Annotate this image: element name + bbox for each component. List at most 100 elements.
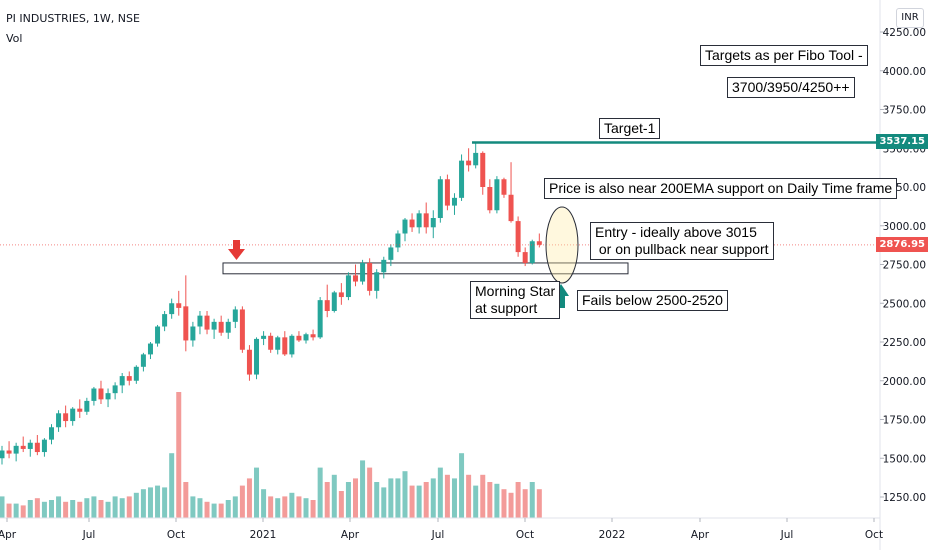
- candle-body: [522, 252, 528, 263]
- candle-body: [155, 326, 161, 344]
- time-tick-label: Oct: [865, 529, 883, 541]
- candle-body: [374, 272, 380, 291]
- volume-bar: [289, 492, 295, 518]
- candle-body: [480, 152, 486, 187]
- up-arrow-shaft: [557, 296, 565, 308]
- volume-bar: [20, 505, 26, 518]
- price-axis[interactable]: 1250.00 1500.00 1750.00 2000.00 2250.00 2500.…: [879, 0, 926, 550]
- price-tick-label: 2500.00: [883, 298, 926, 310]
- volume-bar: [338, 491, 344, 518]
- candle-body: [211, 321, 217, 330]
- candle-body: [395, 233, 401, 248]
- targets-fibo-note: Targets as per Fibo Tool -: [700, 45, 868, 66]
- candle-body: [444, 179, 450, 206]
- time-axis[interactable]: Apr Jul Oct 2021 Apr Jul Oct 2022 Apr Jul Oct: [0, 517, 883, 541]
- time-tick-label: Oct: [167, 529, 185, 541]
- volume-bar: [275, 498, 281, 518]
- volume-bar: [98, 500, 104, 518]
- candle-body: [197, 315, 203, 327]
- volume-label: Vol: [6, 32, 23, 45]
- time-tick-label: Jul: [431, 529, 445, 541]
- volume-bar: [56, 496, 62, 518]
- price-tick-label: 4250.00: [883, 27, 926, 39]
- candle-body: [529, 241, 535, 263]
- volume-bar: [501, 489, 507, 518]
- volume-bar: [310, 500, 316, 518]
- volume-bar: [353, 478, 358, 518]
- volume-bar: [317, 467, 323, 518]
- candle-body: [331, 292, 337, 311]
- volume-bar: [225, 500, 231, 518]
- volume-bar: [162, 487, 168, 518]
- ema-support-note: Price is also near 200EMA support on Dai…: [544, 178, 898, 199]
- candle-body: [84, 400, 90, 412]
- candlesticks: [0, 142, 542, 465]
- candle-body: [48, 427, 54, 440]
- volume-bar: [331, 474, 337, 518]
- chart-overlays: [0, 141, 880, 308]
- candle-body: [254, 338, 260, 375]
- down-arrow-head: [228, 249, 245, 260]
- support-zone-rect: [222, 262, 629, 275]
- volume-bar: [239, 485, 245, 518]
- candle-body: [466, 160, 472, 166]
- candle-body: [112, 385, 118, 394]
- volume-bar: [360, 460, 366, 518]
- candle-body: [430, 218, 436, 228]
- volume-bar: [27, 500, 33, 518]
- volume-bar: [63, 501, 69, 518]
- volume-bar: [91, 496, 97, 518]
- volume-bar: [444, 474, 450, 518]
- volume-bar: [126, 496, 132, 518]
- volume-bar: [423, 482, 429, 518]
- down-arrow-shaft: [233, 240, 240, 249]
- candle-body: [70, 408, 76, 422]
- entry-note: Entry - ideally above 3015 or on pullbac…: [590, 222, 774, 260]
- candle-body: [98, 388, 104, 400]
- volume-bar: [204, 501, 210, 518]
- price-tick-label: 4000.00: [883, 66, 926, 78]
- candle-body: [204, 315, 210, 330]
- candle-body: [324, 300, 330, 311]
- price-tick-label: 2750.00: [883, 260, 926, 272]
- volume-bar: [282, 496, 288, 518]
- morning-star-line-1: Morning Star: [475, 283, 556, 299]
- volume-bar: [522, 489, 528, 518]
- candle-body: [41, 439, 47, 453]
- currency-badge[interactable]: INR: [896, 8, 924, 28]
- volume-bar: [77, 501, 83, 518]
- candle-body: [317, 300, 323, 338]
- volume-bar: [119, 498, 125, 518]
- time-tick-label: Apr: [341, 529, 360, 541]
- price-tick-label: 1750.00: [883, 415, 926, 427]
- price-tick-label: 3000.00: [883, 221, 926, 233]
- target-price-tag: 3537.15: [876, 134, 928, 150]
- candle-body: [367, 262, 373, 291]
- candle-body: [338, 292, 344, 298]
- volume-bar: [176, 392, 182, 518]
- candle-body: [119, 376, 125, 386]
- volume-bar: [190, 496, 196, 518]
- morning-star-note: Morning Star at support: [470, 281, 561, 319]
- candle-body: [388, 247, 394, 260]
- candle-body: [183, 306, 189, 341]
- volume-bar: [451, 478, 457, 518]
- candle-body: [91, 388, 97, 401]
- volume-bar: [84, 498, 90, 518]
- volume-bar: [374, 482, 380, 518]
- candle-body: [345, 275, 351, 298]
- candle-body: [409, 219, 415, 228]
- candle-body: [296, 335, 302, 341]
- candle-body: [459, 160, 465, 198]
- volume-bar: [197, 498, 203, 518]
- volume-bar: [487, 482, 493, 518]
- candle-body: [353, 275, 358, 282]
- volume-bar: [169, 453, 175, 518]
- candle-body: [27, 442, 33, 449]
- volume-bar: [466, 474, 472, 518]
- candle-body: [190, 326, 196, 341]
- volume-bar: [480, 474, 486, 518]
- volume-bar: [268, 496, 274, 518]
- candle-body: [282, 337, 288, 355]
